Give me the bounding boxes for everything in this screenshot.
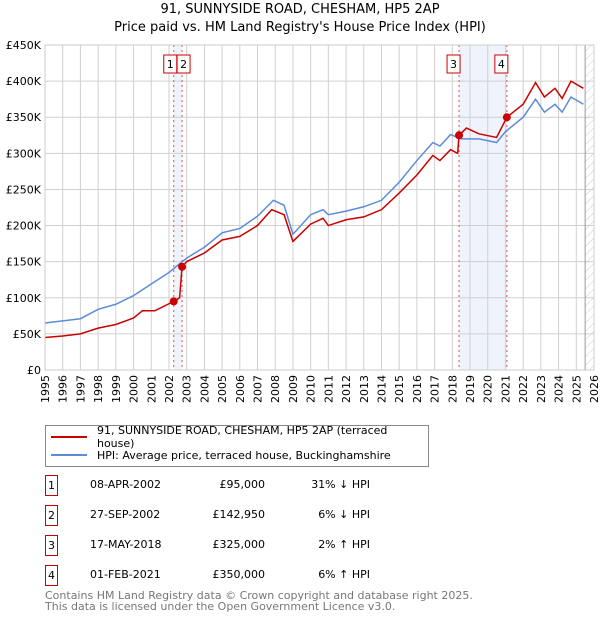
x-tick-label: 2022 xyxy=(517,375,530,403)
x-tick-label: 2013 xyxy=(358,375,371,403)
footer-line: Contains HM Land Registry data © Crown c… xyxy=(45,589,473,602)
sale-date: 17-MAY-2018 xyxy=(90,538,162,551)
legend-swatch-red xyxy=(51,436,87,438)
forecast-hatch xyxy=(585,45,594,370)
x-tick-label: 2026 xyxy=(588,375,600,403)
x-tick-label: 2009 xyxy=(287,375,300,403)
sale-hpi-diff: 6% ↓ HPI xyxy=(318,508,370,521)
sale-point xyxy=(169,297,178,306)
chart-subtitle: Price paid vs. HM Land Registry's House … xyxy=(114,20,486,35)
y-tick-label: £450K xyxy=(6,39,42,52)
sale-point xyxy=(178,262,187,271)
sale-number: 1 xyxy=(45,475,58,496)
footer-line: This data is licensed under the Open Gov… xyxy=(45,600,396,613)
sale-row: 3 17-MAY-2018 £325,000 2% ↑ HPI xyxy=(45,535,445,557)
sale-price: £95,000 xyxy=(219,478,266,491)
legend-item-hpi: HPI: Average price, terraced house, Buck… xyxy=(51,447,391,463)
sale-label: 2 xyxy=(180,58,187,71)
footer: Contains HM Land Registry data © Crown c… xyxy=(45,590,473,612)
x-tick-label: 2017 xyxy=(429,375,442,403)
sale-price: £350,000 xyxy=(212,568,266,581)
x-tick-label: 2010 xyxy=(305,375,318,403)
y-tick-label: £250K xyxy=(6,183,42,196)
legend-label: HPI: Average price, terraced house, Buck… xyxy=(97,448,391,462)
legend: 91, SUNNYSIDE ROAD, CHESHAM, HP5 2AP (te… xyxy=(45,424,429,467)
x-tick-label: 2018 xyxy=(446,375,459,403)
x-tick-label: 2003 xyxy=(181,375,194,403)
sale-point xyxy=(455,131,464,140)
x-tick-label: 2025 xyxy=(570,375,583,403)
x-tick-label: 2011 xyxy=(322,375,335,403)
price-chart: 1995 1996 1997 1998 1999 2000 2001 2002 2003 2004… xyxy=(6,39,600,403)
sale-number: 4 xyxy=(45,565,58,586)
x-tick-label: 2008 xyxy=(269,375,282,403)
x-tick-label: 2014 xyxy=(375,375,388,403)
y-tick-label: £400K xyxy=(6,75,42,88)
y-tick-label: £150K xyxy=(6,256,42,269)
shaded-period xyxy=(173,45,183,370)
legend-swatch-blue xyxy=(51,454,87,456)
sale-point xyxy=(502,113,511,122)
sale-label-box xyxy=(446,54,461,74)
y-tick-label: £350K xyxy=(6,111,42,124)
sale-number: 2 xyxy=(45,505,58,526)
x-tick-label: 1998 xyxy=(92,375,105,403)
y-tick-label: £100K xyxy=(6,292,42,305)
x-tick-label: 2000 xyxy=(128,375,141,403)
y-tick-label: £300K xyxy=(6,147,42,160)
x-tick-label: 1995 xyxy=(39,375,52,403)
sale-label: 4 xyxy=(498,58,505,71)
sale-hpi-diff: 6% ↑ HPI xyxy=(318,568,370,581)
legend-label: 91, SUNNYSIDE ROAD, CHESHAM, HP5 2AP (te… xyxy=(96,424,388,450)
sale-row: 2 27-SEP-2002 £142,950 6% ↓ HPI xyxy=(45,505,445,527)
sale-date: 27-SEP-2002 xyxy=(90,508,161,521)
sale-date: 01-FEB-2021 xyxy=(90,568,161,581)
x-tick-label: 2023 xyxy=(535,375,548,403)
chart-title: 91, SUNNYSIDE ROAD, CHESHAM, HP5 2AP xyxy=(160,2,440,17)
x-tick-label: 2024 xyxy=(553,375,566,403)
x-tick-label: 2015 xyxy=(393,375,406,403)
sale-label-box xyxy=(176,54,191,74)
x-tick-label: 1997 xyxy=(74,375,87,403)
sale-row: 4 01-FEB-2021 £350,000 6% ↑ HPI xyxy=(45,565,445,587)
x-tick-label: 1999 xyxy=(110,375,123,403)
x-tick-label: 2021 xyxy=(499,375,512,403)
sale-hpi-diff: 2% ↑ HPI xyxy=(318,538,370,551)
x-tick-label: 2002 xyxy=(163,375,176,403)
sale-hpi-diff: 31% ↓ HPI xyxy=(311,478,370,491)
shaded-period xyxy=(459,45,507,370)
x-tick-label: 2012 xyxy=(340,375,353,403)
plot-border xyxy=(44,44,595,371)
y-tick-label: £200K xyxy=(6,220,42,233)
x-tick-label: 2016 xyxy=(411,375,424,403)
sale-label-box xyxy=(494,54,509,74)
x-tick-label: 2019 xyxy=(464,375,477,403)
sale-price: £142,950 xyxy=(212,508,266,521)
x-tick-label: 1996 xyxy=(57,375,70,403)
sale-date: 08-APR-2002 xyxy=(90,478,162,491)
x-tick-label: 2004 xyxy=(198,375,211,403)
x-tick-label: 2005 xyxy=(216,375,229,403)
hpi-line xyxy=(44,95,584,324)
y-tick-label: £0 xyxy=(27,364,41,377)
x-tick-label: 2020 xyxy=(482,375,495,403)
sale-label: 1 xyxy=(167,58,174,71)
sale-row: 1 08-APR-2002 £95,000 31% ↓ HPI xyxy=(45,475,445,497)
x-tick-label: 2006 xyxy=(234,375,247,403)
sale-label: 3 xyxy=(450,58,457,71)
y-tick-label: £50K xyxy=(13,328,42,341)
sale-price: £325,000 xyxy=(212,538,266,551)
legend-item-property: 91, SUNNYSIDE ROAD, CHESHAM, HP5 2AP (te… xyxy=(51,424,428,450)
x-tick-label: 2007 xyxy=(252,375,265,403)
x-tick-label: 2001 xyxy=(145,375,158,403)
sale-number: 3 xyxy=(45,535,58,556)
